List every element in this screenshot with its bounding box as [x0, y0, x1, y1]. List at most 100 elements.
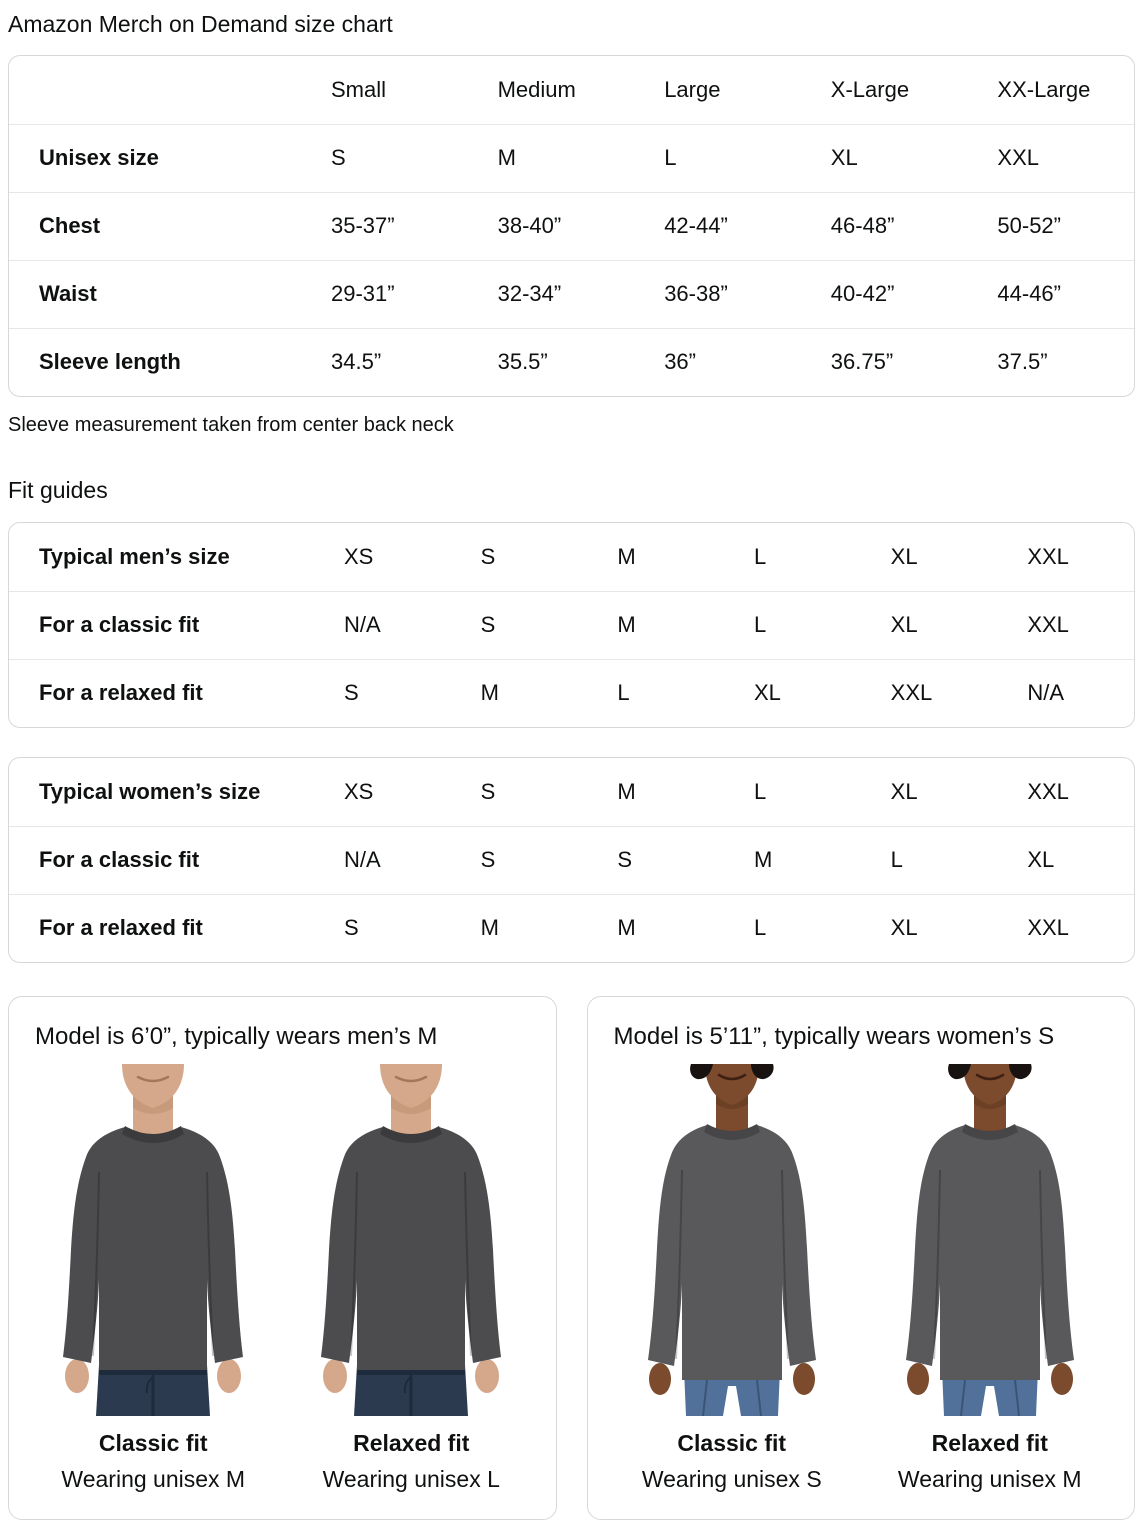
table-cell: 35.5” [497, 349, 548, 375]
figure-caption: Relaxed fit Wearing unisex M [869, 1430, 1111, 1493]
sleeve-note: Sleeve measurement taken from center bac… [8, 413, 454, 436]
model-photo [290, 1064, 533, 1417]
table-cell: M [754, 847, 773, 873]
fit-type-label: Relaxed fit [353, 1430, 470, 1457]
table-row: Unisex size S M L XL XXL [9, 123, 1134, 192]
table-cell: L [890, 847, 903, 873]
table-cell: 32-34” [497, 281, 562, 307]
page-title: Amazon Merch on Demand size chart [8, 11, 393, 37]
table-cell: XL [890, 543, 918, 569]
table-cell: L [664, 145, 677, 171]
model-card-title: Model is 5’11”, typically wears women’s … [613, 1022, 1055, 1050]
row-label: Typical men’s size [39, 543, 230, 569]
table-cell: XXL [890, 680, 933, 706]
fit-type-label: Classic fit [677, 1430, 787, 1457]
table-cell: XS [344, 778, 374, 804]
table-header-row: Small Medium Large X-Large XX-Large [9, 56, 1134, 124]
column-header: X-Large [830, 76, 910, 102]
row-label: Waist [39, 281, 97, 307]
wearing-size-label: Wearing unisex S [641, 1466, 822, 1493]
table-cell: XXL [997, 145, 1039, 171]
table-cell: 29-31” [331, 281, 395, 307]
model-photo [868, 1064, 1111, 1417]
table-cell: S [617, 847, 633, 873]
model-cards-row: Model is 6’0”, typically wears men’s M C… [8, 995, 1135, 1521]
model-photo [610, 1064, 853, 1417]
table-cell: L [617, 680, 630, 706]
figure-caption: Classic fit Wearing unisex S [611, 1430, 853, 1493]
table-cell: 50-52” [997, 213, 1061, 239]
table-cell: M [497, 145, 516, 171]
fit-table-men: Typical men’s size XS S M L XL XXL For a classi… [8, 521, 1135, 728]
table-cell: 46-48” [830, 213, 895, 239]
table-cell: 42-44” [664, 213, 728, 239]
model-figure: Classic fit Wearing unisex S [610, 1064, 853, 1493]
fit-type-label: Classic fit [98, 1430, 208, 1457]
table-row: For a classic fit N/A S M L XL XXL [9, 590, 1134, 659]
model-figure: Relaxed fit Wearing unisex L [290, 1064, 533, 1493]
table-cell: S [344, 915, 359, 941]
table-cell: XXL [1027, 778, 1069, 804]
wearing-size-label: Wearing unisex L [322, 1466, 500, 1493]
table-cell: S [480, 543, 496, 569]
table-row: For a relaxed fit S M M L XL XXL [9, 893, 1134, 962]
wearing-size-label: Wearing unisex M [61, 1466, 246, 1493]
table-cell: 36” [664, 349, 696, 375]
model-card-men: Model is 6’0”, typically wears men’s M C… [8, 995, 557, 1521]
table-cell: XXL [1027, 543, 1069, 569]
table-cell: XL [890, 778, 918, 804]
table-cell: M [617, 915, 636, 941]
table-cell: 35-37” [331, 213, 395, 239]
fit-guides-heading: Fit guides [8, 476, 108, 503]
model-photo [32, 1064, 275, 1417]
table-cell: XL [1027, 847, 1055, 873]
table-cell: M [617, 543, 636, 569]
size-chart-page: Amazon Merch on Demand size chart Small M… [8, 10, 1135, 1521]
table-cell: XL [890, 915, 918, 941]
figure-caption: Relaxed fit Wearing unisex L [290, 1430, 532, 1493]
model-card-women: Model is 5’11”, typically wears women’s … [586, 995, 1135, 1521]
table-cell: M [617, 778, 636, 804]
table-row: Waist 29-31” 32-34” 36-38” 40-42” 44-46” [9, 259, 1134, 328]
row-label: Sleeve length [39, 349, 181, 375]
table-cell: XL [830, 145, 858, 171]
table-cell: XS [344, 543, 374, 569]
table-row: Chest 35-37” 38-40” 42-44” 46-48” 50-52” [9, 191, 1134, 260]
table-cell: XL [754, 680, 781, 706]
column-header: XX-Large [997, 76, 1091, 102]
table-cell: 44-46” [997, 281, 1061, 307]
table-cell: N/A [344, 612, 381, 638]
table-cell: XL [890, 612, 918, 638]
figure-caption: Classic fit Wearing unisex M [32, 1430, 274, 1493]
table-cell: 34.5” [331, 349, 382, 375]
table-row: Typical women’s size XS S M L XL XXL [9, 758, 1134, 826]
table-row: Sleeve length 34.5” 35.5” 36” 36.75” 37.5” [9, 327, 1134, 396]
row-label: For a classic fit [39, 612, 200, 638]
table-cell: L [754, 543, 767, 569]
table-cell: N/A [1027, 680, 1065, 706]
table-cell: 38-40” [497, 213, 562, 239]
row-label: Typical women’s size [39, 778, 261, 804]
table-cell: S [480, 778, 496, 804]
table-cell: 37.5” [997, 349, 1048, 375]
table-cell: S [331, 145, 346, 171]
row-label: For a relaxed fit [39, 915, 203, 941]
table-cell: XXL [1027, 915, 1069, 941]
table-cell: M [480, 680, 499, 706]
table-row: For a classic fit N/A S S M L XL [9, 825, 1134, 894]
table-cell: N/A [344, 847, 381, 873]
column-header: Medium [497, 76, 576, 102]
table-cell: 36-38” [664, 281, 728, 307]
model-card-title: Model is 6’0”, typically wears men’s M [35, 1022, 438, 1050]
table-cell: S [344, 680, 359, 706]
row-label: For a relaxed fit [39, 680, 203, 706]
row-label: For a classic fit [39, 847, 200, 873]
table-cell: L [754, 778, 767, 804]
table-cell: M [617, 612, 636, 638]
row-label: Unisex size [39, 145, 159, 171]
table-cell: 36.75” [830, 349, 894, 375]
model-figure: Relaxed fit Wearing unisex M [868, 1064, 1111, 1493]
model-figure: Classic fit Wearing unisex M [32, 1064, 275, 1493]
wearing-size-label: Wearing unisex M [897, 1466, 1082, 1493]
column-header: Small [331, 76, 387, 102]
